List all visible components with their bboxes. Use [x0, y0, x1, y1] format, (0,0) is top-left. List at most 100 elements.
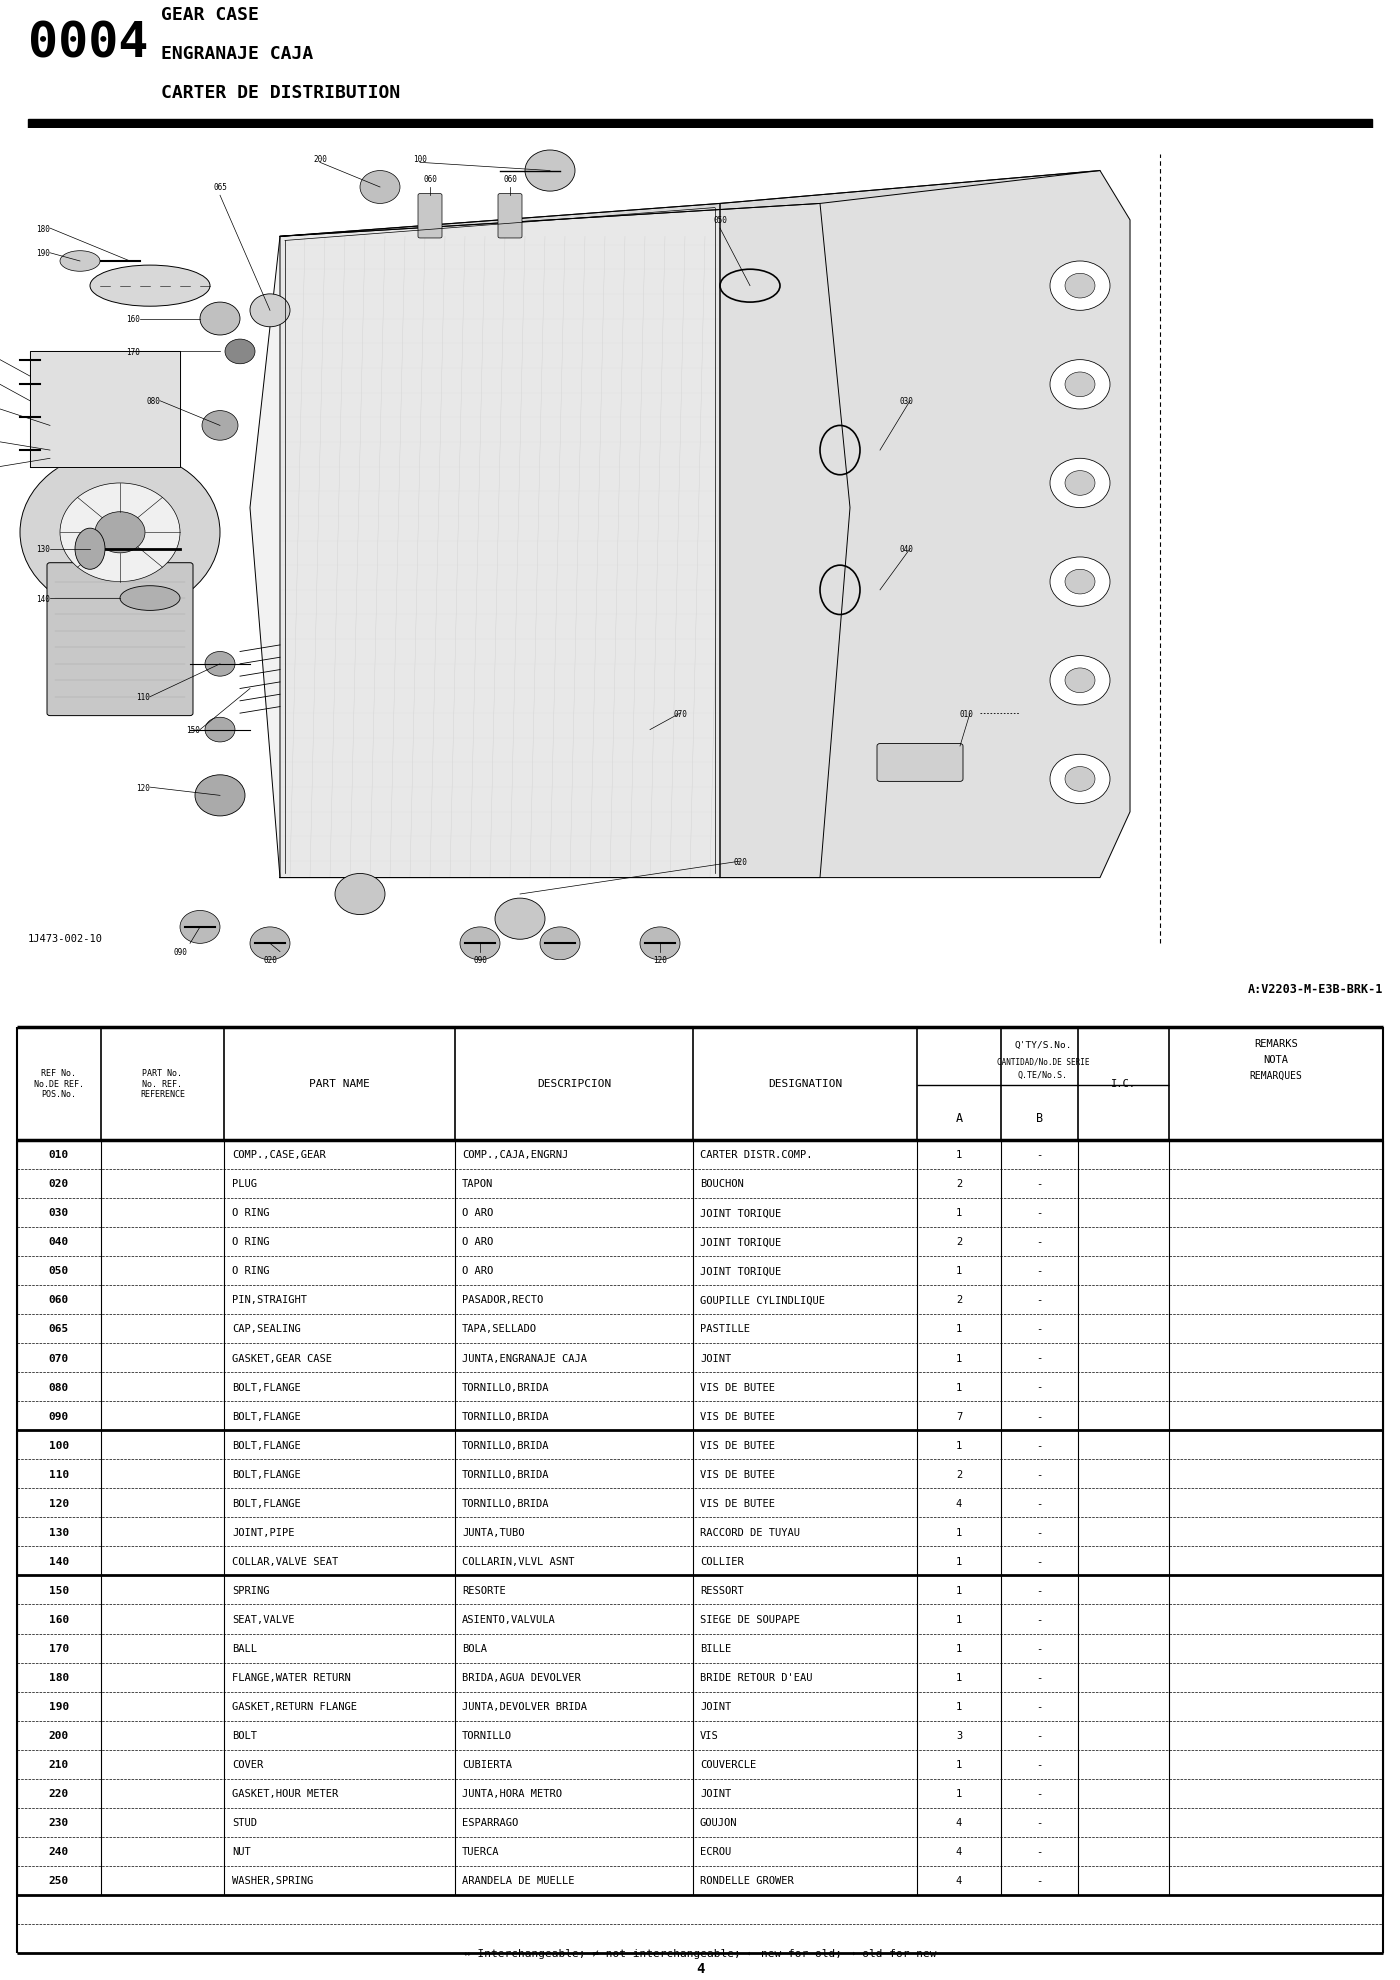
Text: 090: 090: [473, 956, 487, 964]
Text: -: -: [1036, 1178, 1043, 1188]
Text: 130: 130: [36, 544, 50, 554]
Text: TORNILLO,BRIDA: TORNILLO,BRIDA: [462, 1382, 549, 1392]
Text: 060: 060: [503, 174, 517, 184]
Text: 170: 170: [49, 1643, 69, 1653]
Text: SEAT,VALVE: SEAT,VALVE: [232, 1614, 295, 1624]
Text: -: -: [1036, 1556, 1043, 1566]
Text: BOLA: BOLA: [462, 1643, 487, 1653]
Text: A: A: [955, 1111, 963, 1125]
Text: 200: 200: [314, 154, 328, 164]
Bar: [28, 119, 1372, 129]
Text: 4: 4: [956, 1499, 962, 1509]
Text: PIN,STRAIGHT: PIN,STRAIGHT: [232, 1295, 308, 1305]
Text: 020: 020: [734, 857, 748, 865]
Text: JOINT: JOINT: [700, 1352, 731, 1362]
Text: 070: 070: [49, 1352, 69, 1362]
Text: VIS DE BUTEE: VIS DE BUTEE: [700, 1499, 776, 1509]
Text: -: -: [1036, 1586, 1043, 1596]
Text: BOLT,FLANGE: BOLT,FLANGE: [232, 1382, 301, 1392]
Circle shape: [335, 873, 385, 915]
Circle shape: [1050, 261, 1110, 311]
Text: WASHER,SPRING: WASHER,SPRING: [232, 1875, 314, 1885]
Ellipse shape: [120, 586, 181, 612]
Text: GASKET,GEAR CASE: GASKET,GEAR CASE: [232, 1352, 332, 1362]
Text: PART No.
No. REF.
REFERENCE: PART No. No. REF. REFERENCE: [140, 1069, 185, 1099]
Text: TUERCA: TUERCA: [462, 1847, 500, 1857]
Text: 1: 1: [956, 1614, 962, 1624]
Circle shape: [461, 927, 500, 960]
Text: GASKET,RETURN FLANGE: GASKET,RETURN FLANGE: [232, 1701, 357, 1711]
Text: CUBIERTA: CUBIERTA: [462, 1760, 512, 1770]
Text: 190: 190: [49, 1701, 69, 1711]
Text: VIS DE BUTEE: VIS DE BUTEE: [700, 1439, 776, 1449]
Text: 065: 065: [213, 184, 227, 192]
Text: GEAR CASE: GEAR CASE: [161, 6, 259, 24]
Text: JUNTA,DEVOLVER BRIDA: JUNTA,DEVOLVER BRIDA: [462, 1701, 587, 1711]
Polygon shape: [251, 204, 850, 879]
Circle shape: [525, 150, 575, 192]
Text: I.C.: I.C.: [1112, 1079, 1135, 1089]
Text: RESORTE: RESORTE: [462, 1586, 505, 1596]
Text: 1: 1: [956, 1673, 962, 1683]
Circle shape: [540, 927, 580, 960]
Text: PLUG: PLUG: [232, 1178, 258, 1188]
Text: 1: 1: [956, 1586, 962, 1596]
Text: FLANGE,WATER RETURN: FLANGE,WATER RETURN: [232, 1673, 351, 1683]
Text: 060: 060: [49, 1295, 69, 1305]
Circle shape: [60, 483, 181, 582]
Text: 110: 110: [136, 693, 150, 701]
Text: VIS DE BUTEE: VIS DE BUTEE: [700, 1412, 776, 1422]
Text: REMARQUES: REMARQUES: [1250, 1069, 1302, 1079]
Text: -: -: [1036, 1238, 1043, 1247]
Text: 065: 065: [49, 1325, 69, 1335]
Text: STUD: STUD: [232, 1818, 258, 1828]
Text: JOINT TORIQUE: JOINT TORIQUE: [700, 1265, 781, 1275]
Text: 190: 190: [36, 249, 50, 257]
Text: NUT: NUT: [232, 1847, 251, 1857]
Text: 3: 3: [956, 1731, 962, 1740]
Text: TAPON: TAPON: [462, 1178, 493, 1188]
Text: JOINT TORIQUE: JOINT TORIQUE: [700, 1238, 781, 1247]
Text: 1: 1: [956, 1382, 962, 1392]
Text: RACCORD DE TUYAU: RACCORD DE TUYAU: [700, 1527, 799, 1536]
Text: -: -: [1036, 1439, 1043, 1449]
Text: TORNILLO: TORNILLO: [462, 1731, 512, 1740]
Text: 1: 1: [956, 1439, 962, 1449]
Text: BOUCHON: BOUCHON: [700, 1178, 743, 1188]
Text: -: -: [1036, 1760, 1043, 1770]
Text: ARANDELA DE MUELLE: ARANDELA DE MUELLE: [462, 1875, 574, 1885]
Text: -: -: [1036, 1499, 1043, 1509]
Text: -: -: [1036, 1818, 1043, 1828]
Text: 1: 1: [956, 1527, 962, 1536]
Text: 030: 030: [49, 1208, 69, 1218]
Text: GASKET,HOUR METER: GASKET,HOUR METER: [232, 1788, 339, 1798]
Text: 0004: 0004: [28, 20, 148, 67]
Text: TORNILLO,BRIDA: TORNILLO,BRIDA: [462, 1439, 549, 1449]
Text: BOLT,FLANGE: BOLT,FLANGE: [232, 1469, 301, 1479]
Text: PART NAME: PART NAME: [309, 1079, 370, 1089]
Text: 1: 1: [956, 1208, 962, 1218]
Text: COVER: COVER: [232, 1760, 263, 1770]
Text: BALL: BALL: [232, 1643, 258, 1653]
Text: 090: 090: [49, 1412, 69, 1422]
Circle shape: [204, 651, 235, 677]
Text: -: -: [1036, 1412, 1043, 1422]
Polygon shape: [720, 172, 1130, 879]
Text: 200: 200: [49, 1731, 69, 1740]
Text: 080: 080: [49, 1382, 69, 1392]
Text: VIS DE BUTEE: VIS DE BUTEE: [700, 1382, 776, 1392]
Text: TORNILLO,BRIDA: TORNILLO,BRIDA: [462, 1412, 549, 1422]
Text: ESPARRAGO: ESPARRAGO: [462, 1818, 518, 1828]
Text: PASADOR,RECTO: PASADOR,RECTO: [462, 1295, 543, 1305]
Polygon shape: [280, 172, 1100, 238]
Text: 1: 1: [956, 1265, 962, 1275]
Text: 010: 010: [960, 709, 974, 719]
Text: BRIDA,AGUA DEVOLVER: BRIDA,AGUA DEVOLVER: [462, 1673, 581, 1683]
Text: -: -: [1036, 1875, 1043, 1885]
Text: TORNILLO,BRIDA: TORNILLO,BRIDA: [462, 1499, 549, 1509]
Text: 1: 1: [956, 1150, 962, 1160]
Text: O RING: O RING: [232, 1265, 270, 1275]
Text: BOLT,FLANGE: BOLT,FLANGE: [232, 1499, 301, 1509]
Text: 170: 170: [126, 348, 140, 356]
FancyBboxPatch shape: [48, 564, 193, 717]
